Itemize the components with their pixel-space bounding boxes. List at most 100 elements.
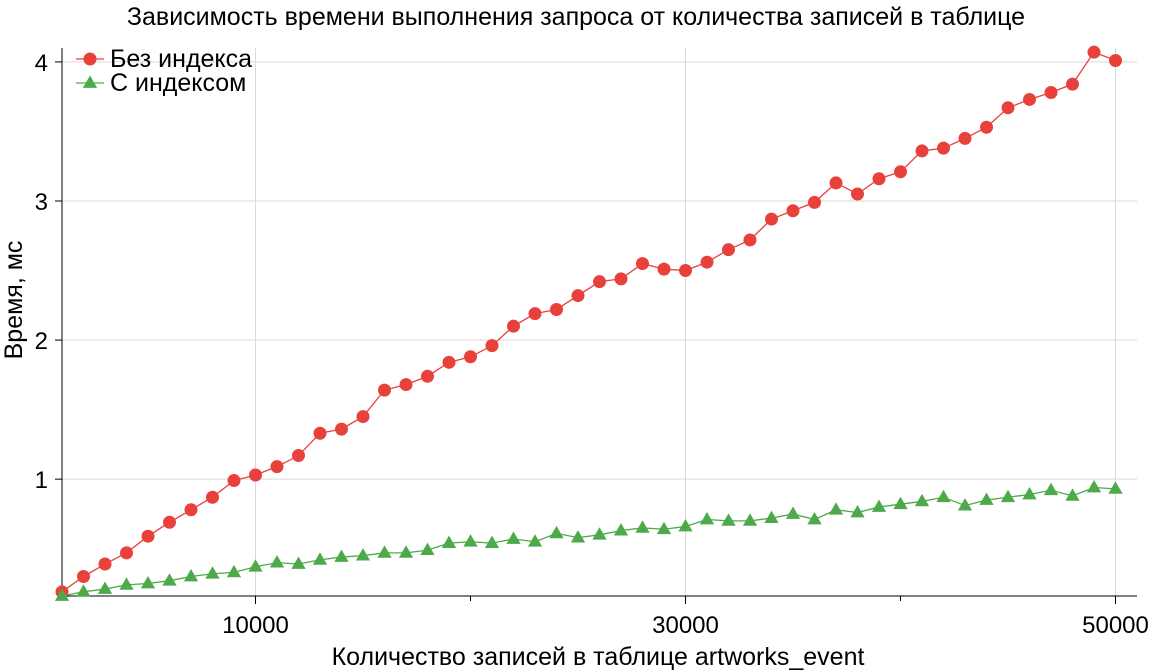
- data-point: [141, 529, 155, 543]
- y-axis-label: Время, мс: [0, 241, 28, 360]
- data-point: [484, 535, 500, 549]
- data-point: [786, 204, 800, 218]
- data-point: [140, 575, 156, 589]
- data-point: [248, 559, 263, 572]
- data-point: [77, 570, 90, 584]
- data-point: [270, 460, 284, 474]
- legend-item-2: С индексом: [76, 69, 246, 97]
- data-point: [979, 492, 994, 505]
- data-point: [1000, 489, 1016, 503]
- data-point: [249, 468, 262, 482]
- data-point: [635, 520, 650, 533]
- data-point: [421, 369, 434, 383]
- data-point: [528, 307, 542, 321]
- x-tick-label: 50000: [1082, 612, 1149, 639]
- data-point: [183, 569, 199, 582]
- x-tick-label: 10000: [222, 612, 289, 639]
- data-point: [312, 552, 328, 565]
- data-point: [162, 573, 177, 586]
- data-point: [292, 449, 305, 463]
- grid: [62, 48, 1137, 596]
- data-point: [894, 165, 907, 179]
- data-point: [97, 581, 113, 594]
- data-point: [721, 513, 736, 526]
- y-tick-label: 4: [35, 50, 48, 77]
- x-tick-label: 30000: [652, 612, 719, 639]
- data-point: [592, 527, 607, 540]
- data-point: [1086, 480, 1102, 493]
- data-point: [1087, 45, 1101, 59]
- data-point: [335, 422, 348, 436]
- series-1: [55, 45, 1122, 599]
- data-point: [871, 499, 887, 512]
- data-point: [378, 383, 391, 397]
- data-point: [807, 512, 822, 525]
- series-line: [61, 51, 1116, 593]
- data-point: [937, 141, 950, 155]
- data-point: [463, 534, 478, 547]
- data-point: [851, 187, 864, 201]
- data-point: [1022, 486, 1037, 500]
- data-point: [527, 534, 543, 547]
- data-point: [205, 566, 220, 579]
- data-point: [914, 493, 930, 507]
- data-point: [764, 510, 779, 523]
- data-point: [485, 339, 499, 353]
- data-point: [420, 542, 435, 555]
- data-point: [636, 257, 649, 271]
- data-point: [593, 275, 606, 289]
- data-point: [678, 518, 693, 532]
- series-line: [61, 486, 1116, 597]
- data-point: [1044, 86, 1058, 100]
- data-point: [1109, 54, 1122, 68]
- data-point: [226, 564, 242, 578]
- data-point: [936, 489, 951, 503]
- data-point: [808, 195, 821, 209]
- data-point: [398, 545, 414, 558]
- data-point: [356, 410, 370, 424]
- data-point: [742, 513, 758, 526]
- data-point: [1043, 482, 1059, 496]
- data-point: [355, 548, 371, 561]
- data-point: [120, 546, 133, 560]
- data-point: [206, 490, 219, 504]
- data-point: [893, 496, 908, 510]
- data-point: [313, 426, 327, 440]
- data-point: [657, 262, 671, 276]
- data-point: [828, 502, 844, 515]
- data-point: [699, 512, 715, 525]
- y-tick-label: 2: [35, 328, 48, 355]
- data-point: [765, 212, 778, 226]
- y-tick-label: 3: [35, 189, 48, 216]
- data-point: [743, 233, 757, 247]
- legend-label: С индексом: [110, 69, 246, 97]
- data-point: [269, 555, 285, 568]
- series-2: [54, 480, 1123, 601]
- data-point: [1023, 92, 1036, 106]
- data-point: [915, 144, 929, 158]
- data-point: [334, 549, 349, 562]
- chart-title: Зависимость времени выполнения запроса о…: [127, 3, 1025, 31]
- data-point: [957, 498, 973, 511]
- data-point: [377, 545, 392, 558]
- data-point: [700, 255, 714, 269]
- data-point: [119, 577, 134, 590]
- data-point: [550, 302, 563, 316]
- legend-item-1: Без индекса: [76, 45, 252, 73]
- data-point: [464, 350, 477, 364]
- y-axis-ticks: 1 2 3 4: [35, 50, 62, 494]
- x-axis-label: Количество записей в таблице artworks_ev…: [332, 643, 865, 671]
- data-point: [613, 523, 629, 536]
- data-point: [54, 588, 70, 601]
- data-point: [291, 556, 306, 569]
- data-point: [1108, 481, 1123, 494]
- data-point: [442, 355, 456, 369]
- data-point: [399, 378, 413, 392]
- data-point: [656, 521, 672, 535]
- data-point: [549, 525, 564, 539]
- legend-marker: [83, 52, 97, 66]
- data-point: [1066, 77, 1079, 91]
- x-axis-ticks: 10000 30000 50000: [222, 596, 1149, 639]
